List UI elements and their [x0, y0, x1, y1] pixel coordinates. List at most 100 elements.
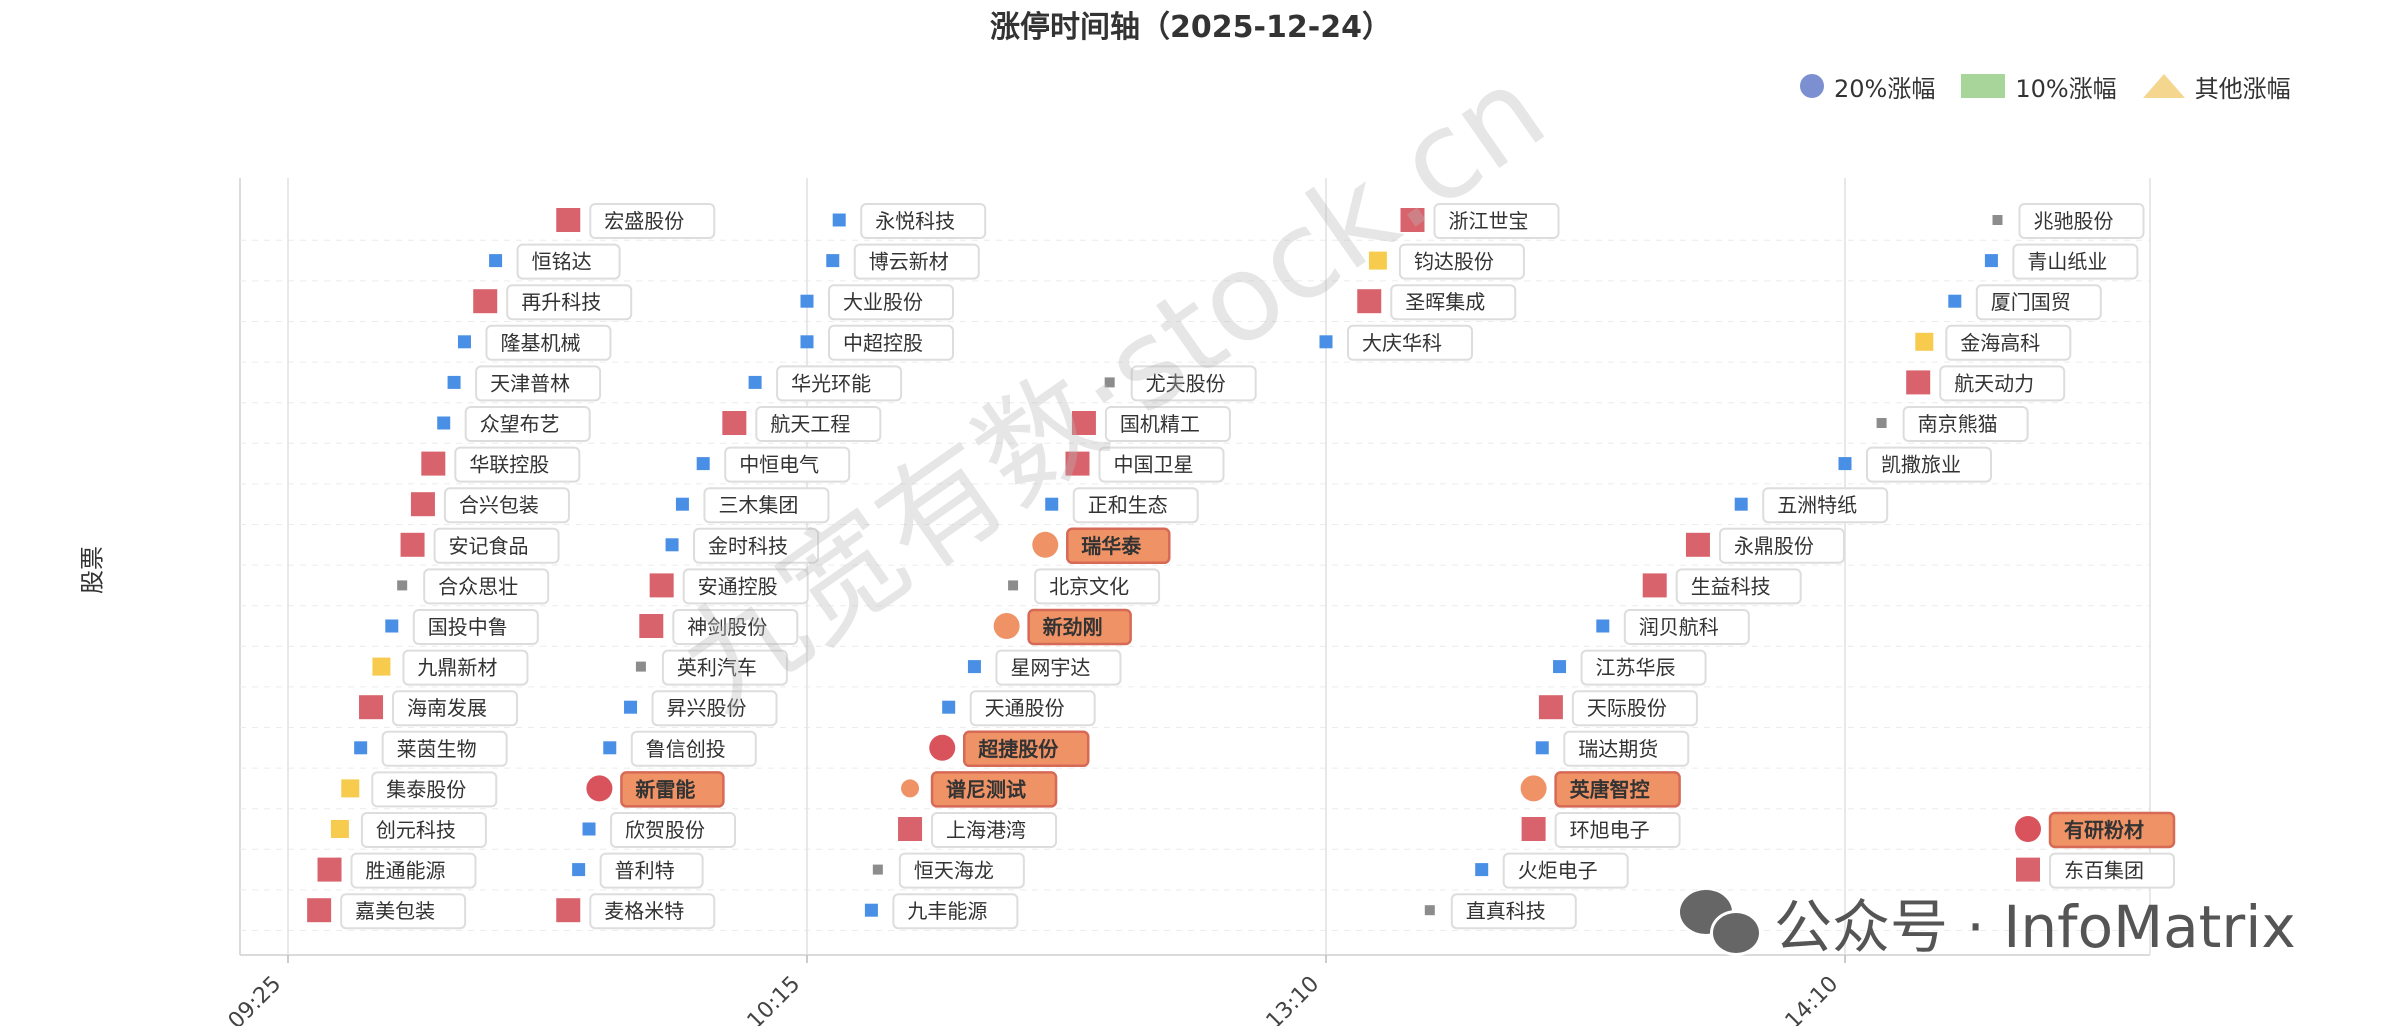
stock-point[interactable]: 昇兴股份	[624, 690, 778, 727]
stock-point[interactable]: 九丰能源	[864, 893, 1019, 930]
stock-point[interactable]: 超捷股份	[929, 730, 1090, 768]
stock-point[interactable]: 嘉美包装	[307, 893, 467, 930]
stock-point[interactable]: 再升科技	[473, 284, 633, 321]
stock-point[interactable]: 凯撒旅业	[1838, 446, 1992, 483]
stock-point[interactable]: 火炬电子	[1475, 852, 1629, 889]
point-label-box	[1130, 365, 1257, 402]
point-label-box	[892, 893, 1019, 930]
point-marker-square	[639, 614, 664, 638]
stock-point[interactable]: 华光环能	[748, 365, 903, 402]
stock-point[interactable]: 天津普林	[447, 365, 602, 402]
stock-point[interactable]: 普利特	[572, 852, 704, 889]
stock-point[interactable]: 华联控股	[421, 446, 581, 483]
stock-point[interactable]: 航天动力	[1906, 365, 2066, 402]
stock-point[interactable]: 星网宇达	[967, 649, 1122, 686]
stock-point[interactable]: 新雷能	[586, 771, 725, 808]
stock-point[interactable]: 厦门国贸	[1948, 284, 2102, 321]
stock-point[interactable]: 隆基机械	[457, 324, 612, 361]
stock-point[interactable]: 海南发展	[359, 690, 519, 727]
stock-point[interactable]: 圣晖集成	[1357, 284, 1517, 321]
stock-point[interactable]: 中超控股	[800, 324, 954, 361]
stock-point[interactable]: 创元科技	[330, 812, 487, 848]
stock-point[interactable]: 上海港湾	[898, 812, 1058, 848]
stock-point[interactable]: 国机精工	[1071, 406, 1231, 442]
point-marker-square	[1596, 619, 1610, 633]
stock-point[interactable]: 五洲特纸	[1734, 487, 1889, 524]
point-label-box	[682, 568, 809, 605]
point-label: 嘉美包装	[355, 899, 435, 923]
stock-point[interactable]: 青山纸业	[1984, 243, 2139, 280]
stock-point[interactable]: 英利汽车	[635, 649, 788, 686]
stock-point[interactable]: 环旭电子	[1521, 812, 1681, 848]
legend-label: 10%涨幅	[2015, 74, 2117, 103]
stock-point[interactable]: 金海高科	[1915, 324, 2072, 361]
stock-point[interactable]: 浙江世宝	[1400, 203, 1560, 239]
stock-point[interactable]: 九鼎新材	[372, 649, 529, 686]
stock-point[interactable]: 兆驰股份	[1992, 203, 2145, 239]
point-label-box	[371, 771, 498, 808]
stock-point[interactable]: 麦格米特	[556, 893, 716, 930]
stock-point[interactable]: 正和生态	[1045, 487, 1199, 524]
stock-point[interactable]: 金时科技	[665, 527, 820, 564]
stock-point[interactable]: 东百集团	[2016, 852, 2175, 889]
point-label: 隆基机械	[500, 331, 580, 355]
point-marker-square	[832, 213, 846, 227]
stock-point[interactable]: 瑞达期货	[1535, 730, 1690, 767]
stock-point[interactable]: 恒铭达	[489, 243, 621, 280]
point-label-box	[693, 527, 820, 564]
point-marker-square	[421, 451, 446, 476]
stock-point[interactable]: 合众思壮	[397, 568, 550, 605]
point-label: 星网宇达	[1010, 656, 1090, 680]
stock-point[interactable]: 胜通能源	[317, 852, 477, 889]
stock-point[interactable]: 众望布艺	[437, 406, 591, 442]
point-label-box	[599, 852, 704, 889]
stock-point[interactable]: 谱尼测试	[901, 771, 1058, 808]
stock-point[interactable]: 大业股份	[800, 284, 954, 321]
stock-point[interactable]: 江苏华辰	[1553, 649, 1707, 686]
stock-point[interactable]: 恒天海龙	[872, 852, 1025, 889]
stock-point[interactable]: 有研粉材	[2015, 811, 2176, 849]
point-marker-square	[410, 492, 435, 517]
stock-point[interactable]: 大庆华科	[1319, 324, 1473, 361]
stock-point[interactable]: 钧达股份	[1368, 243, 1525, 280]
stock-point[interactable]: 欣贺股份	[582, 812, 737, 848]
point-label-box	[1945, 324, 2072, 361]
point-label: 润贝航科	[1639, 615, 1719, 639]
point-label: 九丰能源	[907, 899, 987, 923]
stock-point[interactable]: 中国卫星	[1065, 446, 1225, 483]
stock-point[interactable]: 博云新材	[826, 243, 980, 280]
point-marker-square	[582, 822, 596, 836]
stock-point[interactable]: 安通控股	[649, 568, 809, 605]
stock-point[interactable]: 天通股份	[942, 690, 1096, 727]
stock-point[interactable]: 尤夫股份	[1104, 365, 1257, 402]
stock-point[interactable]: 集泰股份	[341, 771, 498, 808]
stock-point[interactable]: 中恒电气	[696, 446, 851, 483]
stock-point[interactable]: 神剑股份	[639, 609, 799, 645]
stock-point[interactable]: 南京熊猫	[1876, 406, 2029, 442]
stock-point[interactable]: 生益科技	[1642, 568, 1802, 605]
stock-point[interactable]: 新劲刚	[993, 608, 1132, 646]
stock-point[interactable]: 永鼎股份	[1685, 527, 1845, 564]
stock-point[interactable]: 北京文化	[1008, 568, 1161, 605]
stock-point[interactable]: 国投中鲁	[385, 609, 539, 645]
stock-point[interactable]: 航天工程	[722, 406, 882, 442]
stock-point[interactable]: 润贝航科	[1596, 609, 1750, 645]
point-marker-square	[437, 416, 451, 430]
legend-item-20pct[interactable]: 20%涨幅	[1800, 69, 1935, 104]
legend-item-other[interactable]: 其他涨幅	[2142, 69, 2291, 104]
stock-point[interactable]: 合兴包装	[410, 487, 570, 524]
stock-point[interactable]: 安记食品	[400, 527, 560, 564]
stock-point[interactable]: 永悦科技	[832, 203, 987, 239]
stock-point[interactable]: 天际股份	[1538, 690, 1698, 727]
stock-point[interactable]: 直真科技	[1424, 893, 1577, 930]
legend-item-10pct[interactable]: 10%涨幅	[1961, 69, 2117, 104]
stock-point[interactable]: 三木集团	[675, 487, 830, 524]
point-label: 华联控股	[469, 453, 549, 477]
stock-point[interactable]: 英唐智控	[1520, 771, 1681, 808]
stock-point[interactable]: 莱茵生物	[354, 730, 508, 767]
stock-point[interactable]: 宏盛股份	[556, 203, 716, 239]
point-label-box	[392, 690, 519, 727]
stock-point[interactable]: 鲁信创投	[603, 730, 757, 767]
stock-point[interactable]: 瑞华泰	[1032, 527, 1171, 565]
point-label: 众望布艺	[480, 412, 560, 436]
